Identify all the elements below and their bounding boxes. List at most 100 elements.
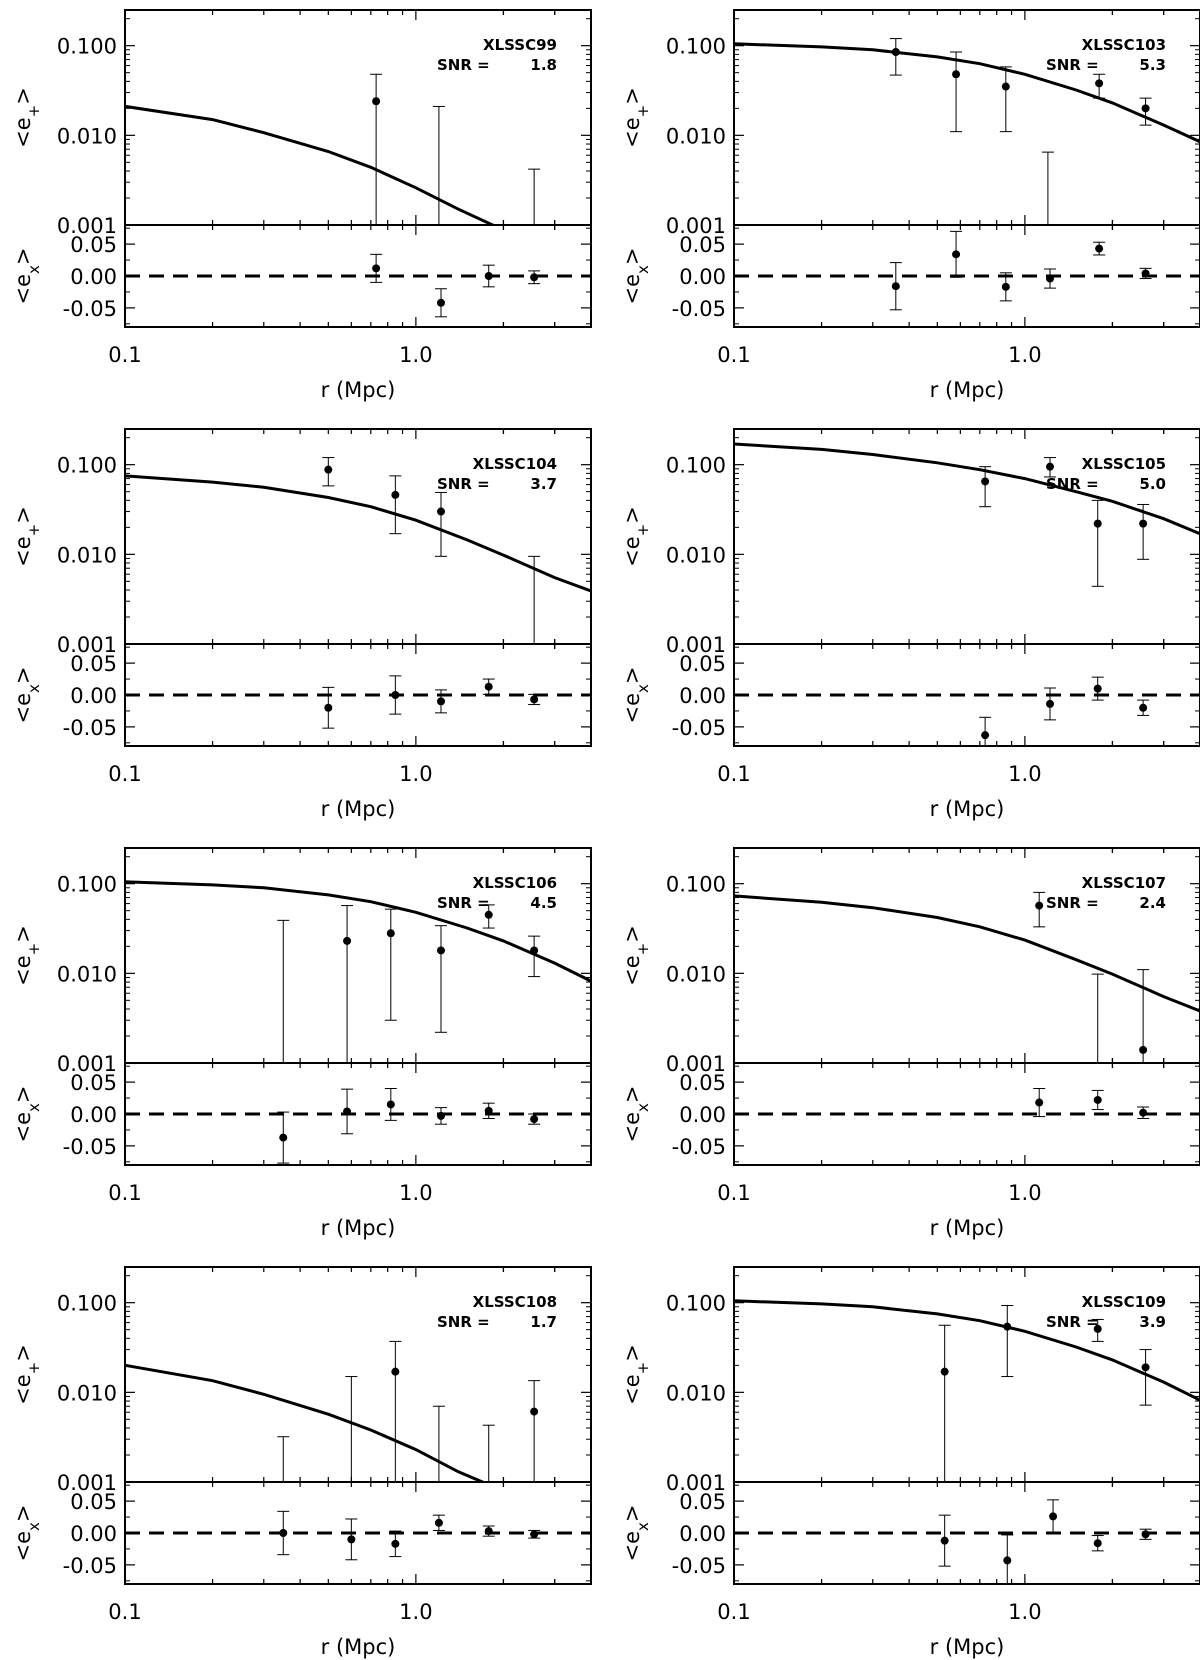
snr-label: SNR =: [1046, 56, 1099, 74]
ylabel-part: >: [11, 87, 35, 105]
cross-shear-point: [434, 288, 447, 318]
x-tick-label: 0.1: [717, 762, 750, 786]
top-y-axis-title: <e+>: [11, 925, 43, 986]
cross-shear-point: [482, 1525, 495, 1537]
y-tick-label: 0.010: [57, 1381, 117, 1405]
data-point: [434, 1518, 443, 1527]
y-tick-label: 0.100: [57, 35, 117, 59]
shear-point: [434, 925, 447, 1033]
shear-point: [1001, 1305, 1014, 1378]
ylabel-part: >: [11, 247, 35, 265]
cluster-name: XLSSC99: [483, 36, 557, 54]
panel-xlssc106: 0.1 1.0r (Mpc) 0.001 0.010 0.100 -0.05 0.00 0.0…: [11, 847, 592, 1240]
data-point: [324, 465, 333, 474]
cross-shear-point: [950, 230, 963, 278]
data-point: [1035, 901, 1044, 910]
x-axis-title: r (Mpc): [930, 797, 1005, 821]
ylabel-part: <e: [11, 693, 35, 724]
x-axis-title: r (Mpc): [321, 378, 396, 402]
ylabel-part: >: [620, 666, 644, 684]
shear-point: [1033, 891, 1046, 928]
ylabel-subscript: +: [25, 1362, 43, 1375]
ylabel-subscript: x: [634, 1103, 652, 1112]
data-point: [436, 1111, 445, 1120]
cross-shear-point: [1043, 268, 1056, 289]
y-tick-label: 0.100: [666, 873, 726, 897]
y-tick-label: 0.05: [679, 1071, 726, 1095]
cross-shear-point: [1093, 241, 1106, 256]
y-tick-label: 0.100: [57, 873, 117, 897]
y-tick-label: 0.05: [679, 233, 726, 257]
data-point: [279, 1529, 288, 1537]
y-tick-label: 0.010: [666, 124, 726, 148]
data-point: [436, 946, 445, 955]
data-point: [530, 273, 539, 282]
cross-shear-point: [482, 264, 495, 288]
shear-point: [938, 1324, 951, 1482]
ylabel-subscript: x: [634, 684, 652, 693]
bottom-panel: [733, 643, 1200, 747]
snr-value: 3.9: [1139, 1313, 1166, 1331]
x-tick-label: 0.1: [108, 1600, 141, 1624]
ylabel-part: >: [620, 87, 644, 105]
y-tick-label: 0.001: [666, 1052, 726, 1076]
cross-shear-point: [889, 262, 902, 311]
x-tick-label: 0.1: [108, 1181, 141, 1205]
x-axis-title: r (Mpc): [321, 1216, 396, 1240]
data-point: [436, 697, 445, 706]
data-point: [391, 1539, 400, 1548]
model-curve: [125, 104, 497, 225]
x-axis-title: r (Mpc): [321, 797, 396, 821]
panel-xlssc109: 0.1 1.0r (Mpc) 0.001 0.010 0.100 -0.05 0.00 0.0…: [620, 1266, 1200, 1659]
ylabel-part: <e: [620, 955, 644, 986]
y-tick-label: 0.00: [679, 265, 726, 289]
top-y-axis-title: <e+>: [11, 87, 43, 148]
snr-value: 5.0: [1139, 475, 1166, 493]
y-tick-label: 0.00: [70, 265, 117, 289]
x-tick-label: 1.0: [1008, 343, 1041, 367]
ylabel-part: <e: [11, 117, 35, 148]
ylabel-subscript: x: [634, 1522, 652, 1531]
y-tick-label: 0.00: [70, 1103, 117, 1127]
data-point: [1003, 1556, 1012, 1565]
ylabel-part: <e: [620, 1374, 644, 1405]
ylabel-part: >: [620, 247, 644, 265]
snr-value: 2.4: [1139, 894, 1166, 912]
panel-xlssc104: 0.1 1.0r (Mpc) 0.001 0.010 0.100 -0.05 0.00 0.0…: [11, 428, 592, 821]
cross-shear-point: [432, 1514, 445, 1531]
ylabel-part: <e: [620, 1112, 644, 1143]
bottom-y-axis-title: <ex>: [11, 666, 43, 723]
cross-shear-point: [979, 716, 992, 746]
y-tick-label: 0.05: [70, 1071, 117, 1095]
data-point: [391, 490, 400, 499]
ylabel-part: <e: [620, 274, 644, 305]
ylabel-part: <e: [11, 1531, 35, 1562]
y-tick-label: -0.05: [63, 1135, 117, 1159]
cross-shear-point: [1033, 1088, 1046, 1118]
shear-point: [341, 905, 354, 1063]
cross-shear-point: [528, 1529, 541, 1539]
ylabel-part: <e: [11, 1112, 35, 1143]
y-tick-label: -0.05: [63, 297, 117, 321]
ylabel-subscript: +: [634, 524, 652, 537]
x-tick-label: 0.1: [717, 343, 750, 367]
cross-shear-point: [434, 689, 447, 714]
data-point: [530, 1407, 539, 1416]
data-point: [343, 936, 352, 945]
ylabel-part: <e: [620, 693, 644, 724]
x-tick-label: 1.0: [399, 762, 432, 786]
top-y-axis-title: <e+>: [11, 1344, 43, 1405]
cross-shear-point: [345, 1518, 358, 1561]
cross-shear-point: [384, 1088, 397, 1121]
ylabel-part: <e: [11, 274, 35, 305]
cross-shear-point: [1091, 1089, 1104, 1111]
data-point: [1093, 519, 1102, 528]
shear-point: [322, 457, 335, 487]
data-point: [952, 250, 961, 259]
cluster-name: XLSSC109: [1082, 1293, 1166, 1311]
data-point: [1001, 282, 1010, 291]
data-point: [1049, 1512, 1058, 1521]
cross-shear-point: [1091, 676, 1104, 701]
